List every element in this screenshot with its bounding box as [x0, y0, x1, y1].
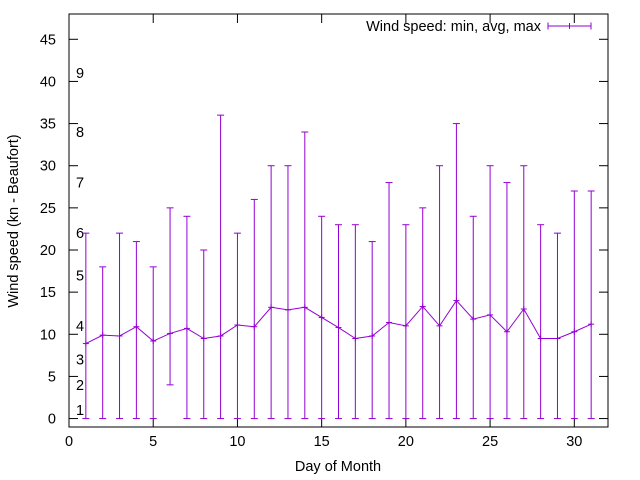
beaufort-label: 7 — [76, 176, 84, 192]
beaufort-scale-labels: 1 2 3 4 5 6 7 8 9 — [76, 66, 84, 419]
beaufort-label: 2 — [76, 378, 84, 394]
y-tick-label: 0 — [48, 412, 56, 428]
legend: Wind speed: min, avg, max — [366, 19, 592, 35]
x-tick-label: 0 — [65, 434, 73, 450]
y-tick-label: 20 — [40, 243, 56, 259]
y-tick-label: 10 — [40, 327, 56, 343]
x-tick-label: 20 — [398, 434, 414, 450]
x-tick-label: 5 — [149, 434, 157, 450]
x-tick-label: 25 — [482, 434, 498, 450]
y-tick-label: 15 — [40, 285, 56, 301]
beaufort-label: 4 — [76, 319, 84, 335]
beaufort-label: 1 — [76, 403, 84, 419]
y-tick-label: 35 — [40, 117, 56, 133]
beaufort-label: 5 — [76, 268, 84, 284]
y-tick-label: 45 — [40, 32, 56, 48]
y-tick-label: 40 — [40, 74, 56, 90]
beaufort-label: 8 — [76, 125, 84, 141]
y-tick-label: 25 — [40, 201, 56, 217]
y-axis-title: Wind speed (kn - Beaufort) — [6, 134, 22, 307]
y-tick-label: 5 — [48, 369, 56, 385]
beaufort-label: 6 — [76, 226, 84, 242]
legend-label: Wind speed: min, avg, max — [366, 19, 542, 35]
x-tick-label: 30 — [566, 434, 582, 450]
x-axis-title: Day of Month — [295, 459, 381, 475]
plot-area-border — [68, 13, 609, 428]
x-tick-label: 15 — [314, 434, 330, 450]
x-tick-label: 10 — [229, 434, 245, 450]
y-tick-label: 30 — [40, 159, 56, 175]
series-layer — [82, 114, 595, 420]
beaufort-label: 3 — [76, 353, 84, 369]
beaufort-label: 9 — [76, 66, 84, 82]
